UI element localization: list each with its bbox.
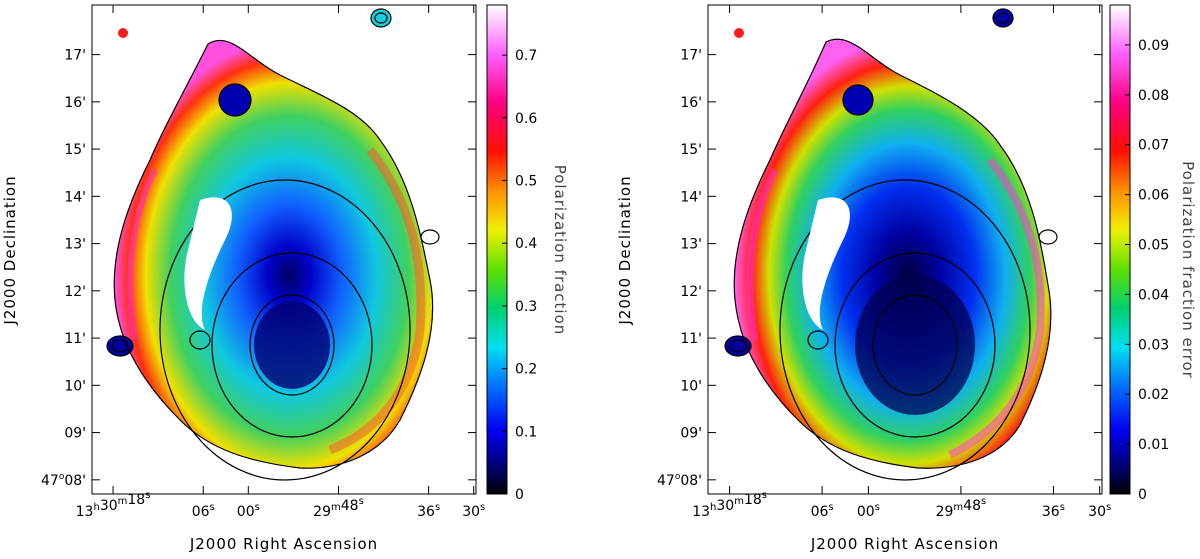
- ra-tick-label: 36s: [417, 502, 440, 520]
- ra-tick-label: 13h30m18s: [76, 490, 151, 520]
- colorbar-tick-label: 0.03: [1138, 337, 1169, 353]
- ra-tick-label: 29m48s: [313, 496, 364, 520]
- nucleus: [254, 301, 330, 389]
- spiral-arm-halo: [948, 157, 1045, 459]
- x-axis-label: J2000 Right Ascension: [810, 535, 999, 553]
- galaxy-emission: [114, 40, 433, 469]
- top-source: [993, 9, 1013, 27]
- colorbar: 0 0.01 0.02 0.03 0.04 0.05 0.06 0.07 0.08 0.09: [1109, 4, 1169, 503]
- ra-tick-label: 36s: [1042, 502, 1065, 520]
- dec-tick-label: 16': [64, 95, 86, 111]
- dec-tick-label: 15': [64, 142, 86, 158]
- dec-tick-label: 47o08': [657, 472, 702, 489]
- colorbar: 0 0.1 0.2 0.3 0.4 0.5 0.6 0.7: [486, 4, 537, 503]
- beam-marker: [118, 28, 128, 38]
- colorbar-tick-label: 0.02: [1138, 387, 1169, 403]
- colorbar-tick-label: 0.05: [1138, 238, 1169, 254]
- x-axis-label: J2000 Right Ascension: [189, 535, 378, 553]
- colorbar-tick-label: 0: [515, 487, 524, 503]
- dec-tick-label: 11': [680, 331, 702, 347]
- ra-tick-label: 00s: [237, 502, 260, 520]
- map-image: [724, 8, 1058, 481]
- ra-tick-label: 13h30m18s: [692, 490, 767, 520]
- ra-tick-label: 29m48s: [936, 496, 987, 520]
- colorbar-fill: [1110, 5, 1130, 494]
- colorbar-tick-label: 0.5: [515, 174, 537, 190]
- colorbar-tick-label: 0.06: [1138, 188, 1169, 204]
- dec-tick-label: 47o08': [41, 472, 86, 489]
- colorbar-tick-label: 0.1: [515, 424, 537, 440]
- dec-tick-label: 14': [64, 189, 86, 205]
- dec-tick-label: 13': [64, 237, 86, 253]
- dec-tick-label: 13': [680, 237, 702, 253]
- dec-tick-label: 17': [680, 48, 702, 64]
- colorbar-tick-label: 0.07: [1138, 138, 1169, 154]
- dec-tick-label: 10': [680, 378, 702, 394]
- dec-tick-label: 11': [64, 331, 86, 347]
- outer-source: [107, 336, 133, 356]
- map-frame: [91, 4, 477, 495]
- ra-tick-label: 06s: [811, 502, 834, 520]
- dec-tick-label: 15': [680, 142, 702, 158]
- dec-tick-label: 16': [680, 95, 702, 111]
- spiral-arm-halo: [328, 147, 426, 455]
- y-axis-label: J2000 Declination: [616, 175, 634, 325]
- colorbar-label: Polarization fraction error: [1179, 161, 1197, 379]
- beam-marker: [734, 28, 744, 38]
- ra-tick-label: 30s: [462, 502, 485, 520]
- y-axis-label: J2000 Declination: [1, 175, 19, 325]
- colorbar-tick-label: 0.7: [515, 48, 537, 64]
- gap-white: [802, 197, 850, 330]
- contours: [106, 8, 440, 481]
- dec-tick-label: 12': [680, 284, 702, 300]
- dec-tick-label: 10': [64, 378, 86, 394]
- gap-white: [184, 197, 232, 330]
- left-panel-polarization-fraction: 17' 16' 15' 14' 13' 12' 11' 10' 09' 47o08'13h30m1…: [1, 4, 569, 553]
- axis-ticks: 17' 16' 15' 14' 13' 12' 11' 10' 09' 47o08'13h30m1…: [41, 5, 485, 520]
- dec-tick-label: 09': [680, 426, 702, 442]
- colorbar-tick-label: 0.01: [1138, 437, 1169, 453]
- colorbar-tick-label: 0.2: [515, 362, 537, 378]
- axis-ticks: 17' 16' 15' 14' 13' 12' 11' 10' 09' 47o08'13h30m1…: [657, 5, 1111, 520]
- outer-arm-pink: [746, 168, 779, 341]
- right-panel-polarization-fraction-error: 17' 16' 15' 14' 13' 12' 11' 10' 09' 47o08'13h30m1…: [616, 4, 1197, 553]
- colorbar-fill: [487, 5, 507, 494]
- colorbar-frame: [486, 4, 508, 495]
- colorbar-tick-label: 0.08: [1138, 88, 1169, 104]
- dec-tick-label: 14': [680, 189, 702, 205]
- map-image: [106, 8, 440, 481]
- dec-tick-label: 12': [64, 284, 86, 300]
- colorbar-tick-label: 0: [1138, 487, 1147, 503]
- companion-core: [843, 85, 873, 115]
- contour-outline: [733, 38, 1052, 469]
- companion-core: [219, 84, 251, 116]
- colorbar-tick-label: 0.04: [1138, 287, 1169, 303]
- ra-tick-label: 00s: [857, 502, 880, 520]
- colorbar-tick-label: 0.6: [515, 111, 537, 127]
- colorbar-tick-label: 0.09: [1138, 38, 1169, 54]
- dec-tick-label: 09': [64, 426, 86, 442]
- colorbar-tick-label: 0.4: [515, 236, 537, 252]
- colorbar-tick-label: 0.3: [515, 299, 537, 315]
- ra-tick-label: 30s: [1088, 502, 1111, 520]
- map-frame: [707, 4, 1103, 495]
- dec-tick-label: 17': [64, 48, 86, 64]
- outer-arm-pink: [127, 168, 158, 341]
- ra-tick-label: 06s: [192, 502, 215, 520]
- top-source: [371, 9, 391, 27]
- colorbar-frame: [1109, 4, 1131, 495]
- colorbar-label: Polarization fraction: [551, 165, 569, 336]
- contour-outline: [113, 39, 434, 469]
